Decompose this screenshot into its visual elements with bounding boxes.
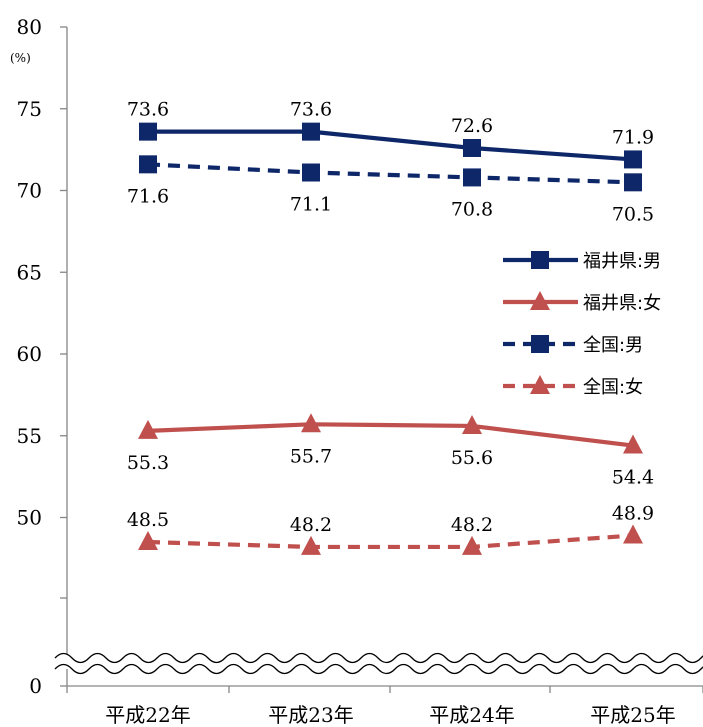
data-label: 48.2 bbox=[290, 514, 332, 536]
data-point bbox=[138, 419, 158, 439]
series-layer bbox=[138, 122, 643, 555]
data-label: 54.4 bbox=[612, 467, 654, 489]
legend-marker bbox=[530, 375, 550, 394]
data-point bbox=[462, 414, 482, 434]
series-line bbox=[147, 422, 634, 448]
data-point bbox=[624, 150, 642, 169]
axis-break-wave-top bbox=[54, 652, 703, 664]
axis-break-gap bbox=[55, 658, 703, 669]
data-point bbox=[463, 138, 481, 157]
x-tick-label: 平成23年 bbox=[268, 703, 353, 727]
legend-label: 全国:女 bbox=[583, 377, 643, 398]
data-point bbox=[463, 168, 481, 187]
y-axis-unit-label: (%) bbox=[10, 51, 31, 65]
data-label: 71.6 bbox=[127, 185, 169, 207]
legend-label: 福井県:女 bbox=[583, 293, 661, 314]
data-point bbox=[623, 434, 643, 454]
y-tick-label: 50 bbox=[17, 506, 42, 530]
data-point bbox=[462, 535, 482, 555]
series-line bbox=[147, 533, 634, 550]
data-point bbox=[138, 531, 158, 551]
legend-item: 福井県:男 bbox=[503, 251, 661, 272]
series-0 bbox=[139, 122, 642, 169]
data-label: 70.8 bbox=[451, 198, 493, 220]
data-label: 55.6 bbox=[451, 447, 493, 469]
x-tick-label: 平成22年 bbox=[105, 703, 190, 727]
y-tick-label: 55 bbox=[17, 424, 42, 448]
data-label: 71.1 bbox=[290, 194, 332, 216]
data-point bbox=[623, 524, 643, 544]
axes: 0 50 55 60 65 70 75 80 (%) 平成22年 平成23年 平成24年 平成25年 bbox=[10, 15, 703, 727]
y-tick-label: 70 bbox=[17, 179, 42, 203]
data-label: 73.6 bbox=[127, 99, 169, 121]
x-tick-label: 平成25年 bbox=[590, 703, 675, 727]
data-point bbox=[139, 155, 157, 174]
legend-item: 全国:女 bbox=[503, 375, 643, 398]
data-label: 55.3 bbox=[127, 452, 169, 474]
legend-label: 福井県:男 bbox=[583, 251, 661, 272]
y-tick-label: 0 bbox=[29, 674, 42, 698]
legend-label: 全国:男 bbox=[583, 335, 643, 356]
data-label: 48.9 bbox=[612, 502, 654, 524]
data-point bbox=[302, 122, 320, 141]
data-label: 72.6 bbox=[451, 115, 493, 137]
series-line bbox=[148, 129, 634, 162]
data-label: 71.9 bbox=[612, 126, 654, 148]
data-point bbox=[301, 413, 321, 433]
data-label: 70.5 bbox=[612, 203, 654, 225]
data-point bbox=[301, 535, 321, 555]
data-point bbox=[302, 163, 320, 182]
data-point bbox=[139, 122, 157, 141]
data-point bbox=[624, 173, 642, 192]
data-labels: 73.6 73.6 72.6 71.9 55.3 55.7 55.6 54.4 71.6 71.1… bbox=[127, 99, 654, 536]
legend-marker bbox=[531, 335, 549, 353]
legend-item: 福井県:女 bbox=[503, 291, 661, 314]
y-tick-label: 60 bbox=[17, 342, 42, 366]
axis-break bbox=[54, 652, 703, 675]
series-2 bbox=[139, 155, 642, 192]
x-tick-label: 平成24年 bbox=[429, 703, 514, 727]
data-label: 48.2 bbox=[451, 514, 493, 536]
y-tick-label: 75 bbox=[17, 97, 42, 121]
series-1 bbox=[138, 413, 643, 454]
series-line bbox=[147, 162, 634, 185]
series-3 bbox=[138, 524, 643, 555]
legend-marker bbox=[530, 291, 550, 310]
data-label: 73.6 bbox=[290, 99, 332, 121]
y-tick-label: 80 bbox=[17, 15, 42, 39]
y-tick-label: 65 bbox=[17, 260, 42, 284]
data-label: 48.5 bbox=[127, 509, 169, 531]
legend-marker bbox=[531, 251, 549, 269]
data-label: 55.7 bbox=[290, 445, 332, 467]
axis-break-wave-bottom bbox=[54, 663, 703, 675]
legend-item: 全国:男 bbox=[503, 335, 643, 356]
